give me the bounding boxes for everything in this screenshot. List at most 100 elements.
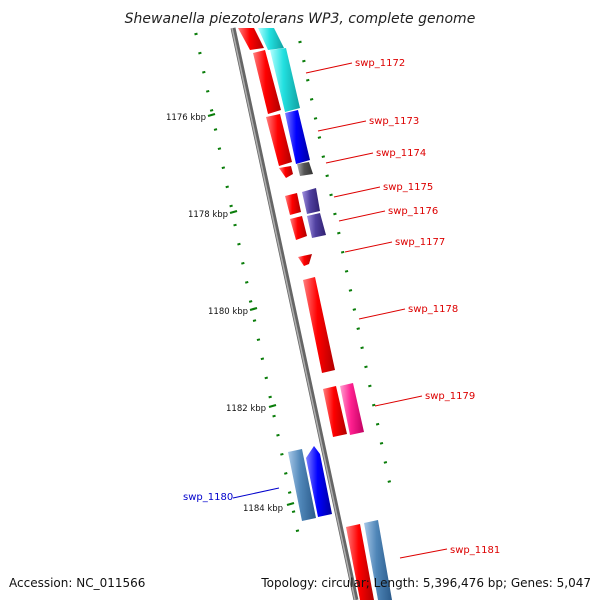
gene-bar[interactable]: [266, 114, 292, 166]
kbp-major-ticks: [207, 112, 295, 507]
scale-dot: [202, 70, 206, 74]
scale-dot: [221, 166, 226, 170]
tick-mark: [268, 403, 277, 409]
scale-dot: [306, 78, 310, 82]
scale-dot: [387, 480, 392, 483]
scale-dot: [268, 395, 272, 399]
scale-dot: [248, 300, 253, 303]
scale-dot: [241, 261, 245, 265]
tick-mark: [286, 501, 295, 507]
scale-dot: [287, 491, 292, 494]
scale-dot: [313, 117, 318, 120]
gene-label-swp-1174[interactable]: swp_1174: [376, 148, 426, 159]
gene-label-swp-1176[interactable]: swp_1176: [388, 206, 438, 217]
kbp-label: 1178 kbp: [188, 210, 228, 220]
gene-bar[interactable]: [290, 216, 307, 240]
scale-dot: [217, 147, 222, 150]
scale-dot: [360, 346, 364, 350]
genome-backbone: [230, 27, 359, 600]
scale-dot: [260, 357, 265, 361]
genome-summary-text: Topology: circular; Length: 5,396,476 bp…: [260, 576, 591, 590]
scale-dot: [225, 185, 229, 189]
gene-bar[interactable]: [346, 524, 374, 600]
scale-dot: [368, 384, 372, 388]
gene-bar[interactable]: [285, 110, 310, 164]
gene-bar[interactable]: [279, 166, 293, 178]
scale-dot: [256, 338, 261, 342]
scale-dot: [340, 250, 345, 254]
scale-dot: [356, 327, 360, 331]
scale-dot: [383, 461, 388, 464]
gene-features: [238, 28, 392, 600]
scale-dot: [364, 365, 368, 369]
scale-dot: [333, 212, 337, 216]
scale-dot: [337, 231, 341, 235]
scale-dot: [194, 32, 198, 36]
scale-dot: [348, 289, 353, 292]
gene-bar[interactable]: [323, 386, 347, 437]
tick-mark: [249, 306, 258, 312]
scale-dot: [329, 193, 333, 197]
gene-bar[interactable]: [340, 383, 364, 435]
scale-dot: [302, 59, 306, 63]
gene-label-swp-1172[interactable]: swp_1172: [355, 58, 405, 69]
scale-dot: [317, 136, 322, 139]
scale-dot: [325, 174, 329, 178]
gene-bar[interactable]: [288, 449, 316, 521]
scale-dot: [252, 319, 257, 322]
scale-dot: [272, 414, 276, 418]
kbp-label: 1176 kbp: [166, 113, 206, 123]
gene-label-swp-1181[interactable]: swp_1181: [450, 545, 500, 556]
scale-dot: [375, 422, 380, 426]
gene-bar[interactable]: [306, 446, 332, 517]
kbp-label: 1184 kbp: [243, 504, 283, 514]
gene-bar[interactable]: [238, 28, 264, 50]
scale-dot: [264, 376, 269, 380]
gene-labels: swp_1172 swp_1173 swp_1174 swp_1175 swp_…: [183, 58, 500, 556]
scale-dot: [229, 204, 233, 208]
scale-dot: [344, 269, 349, 273]
gene-bar[interactable]: [307, 213, 326, 238]
gene-label-swp-1173[interactable]: swp_1173: [369, 116, 419, 127]
scale-dot: [295, 529, 300, 533]
gene-bar[interactable]: [258, 28, 284, 50]
gene-label-swp-1178[interactable]: swp_1178: [408, 304, 458, 315]
accession-text: Accession: NC_011566: [9, 576, 145, 590]
gene-bar[interactable]: [285, 193, 301, 215]
map-title: Shewanella piezotolerans WP3, complete g…: [125, 11, 476, 27]
scale-dot: [237, 242, 241, 246]
gene-bar[interactable]: [297, 162, 313, 176]
outer-scale-track: [298, 40, 392, 483]
gene-bar[interactable]: [364, 520, 392, 600]
gene-label-swp-1177[interactable]: swp_1177: [395, 237, 445, 248]
scale-dot: [352, 308, 357, 311]
gene-bar[interactable]: [302, 188, 320, 214]
scale-dot: [321, 155, 326, 159]
scale-dot: [379, 441, 384, 445]
scale-dot: [213, 128, 218, 131]
scale-dot: [298, 40, 302, 44]
scale-dot: [309, 97, 314, 101]
scale-dot: [209, 109, 214, 112]
scale-dot: [291, 510, 296, 514]
gene-bar[interactable]: [270, 48, 300, 112]
gene-bar[interactable]: [298, 254, 312, 266]
scale-dot: [205, 89, 210, 93]
kbp-label: 1180 kbp: [208, 307, 248, 317]
gene-label-swp-1179[interactable]: swp_1179: [425, 391, 475, 402]
gene-bar[interactable]: [303, 277, 335, 373]
scale-dot: [284, 472, 288, 475]
kbp-label: 1182 kbp: [226, 404, 266, 414]
scale-dot: [276, 433, 280, 437]
scale-dot: [233, 223, 237, 227]
scale-dot: [280, 452, 284, 456]
tick-mark: [229, 209, 238, 215]
inner-scale-track: [194, 32, 300, 533]
gene-bar[interactable]: [253, 50, 281, 114]
gene-label-swp-1180[interactable]: swp_1180: [183, 492, 233, 503]
scale-dot: [371, 403, 376, 407]
gene-label-swp-1175[interactable]: swp_1175: [383, 182, 433, 193]
scale-dot: [198, 51, 202, 55]
label-leaders: [232, 62, 448, 559]
